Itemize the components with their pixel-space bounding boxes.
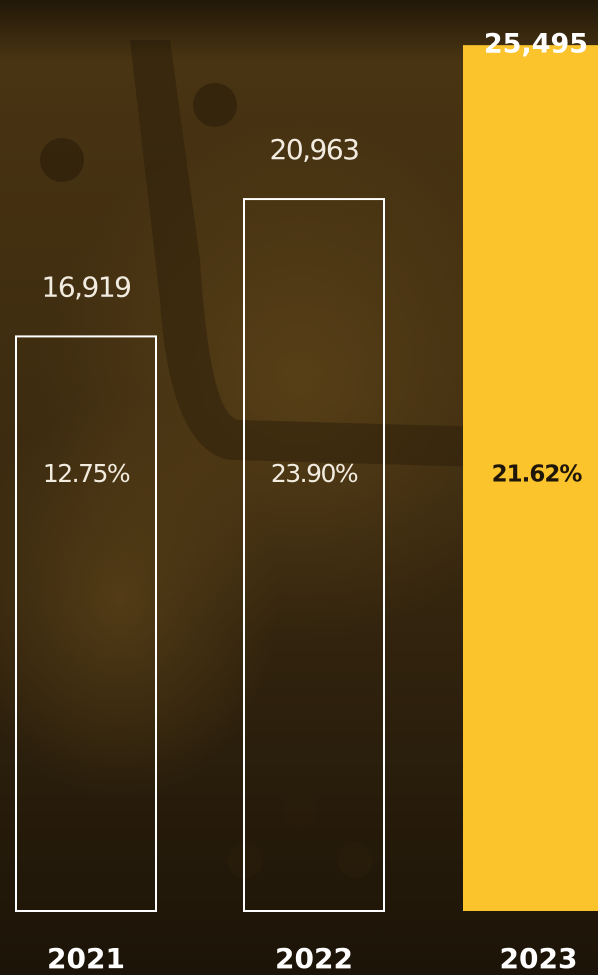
x-tick-label: 2021 xyxy=(47,942,125,975)
growth-label: 21.62% xyxy=(492,462,583,488)
value-label: 20,963 xyxy=(270,133,359,166)
value-label: 25,495 xyxy=(484,29,588,60)
chart: 16,919 12.75% 2021 20,963 23.90% 2022 25,495 21… xyxy=(0,0,598,975)
x-tick-label: 2022 xyxy=(275,942,353,975)
growth-label: 23.90% xyxy=(271,459,358,488)
x-tick-label: 2023 xyxy=(500,942,578,975)
growth-label: 12.75% xyxy=(43,459,130,488)
value-label: 16,919 xyxy=(42,270,131,303)
